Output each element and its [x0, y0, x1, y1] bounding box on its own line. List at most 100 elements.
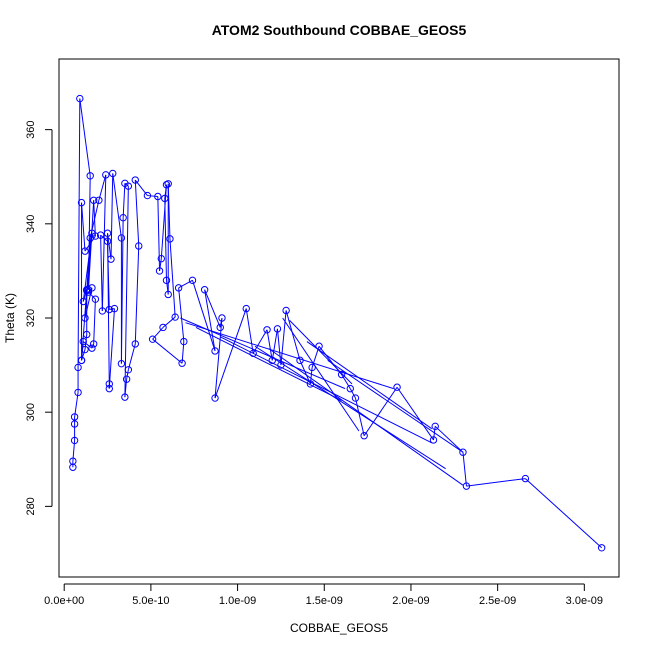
- series-line-segment: [100, 235, 103, 311]
- data-point: [178, 359, 186, 367]
- series-line-segment: [299, 360, 311, 385]
- data-point: [296, 356, 304, 365]
- data-point: [102, 171, 110, 179]
- data-point: [131, 176, 139, 184]
- x-tick-label: 5.0e-10: [132, 595, 169, 607]
- series-line-segment: [109, 308, 115, 311]
- data-point: [74, 388, 82, 397]
- data-point: [393, 383, 401, 391]
- data-point: [77, 356, 86, 365]
- data-point: [351, 394, 360, 402]
- data-point: [200, 286, 209, 294]
- series-line-segment: [93, 299, 96, 344]
- data-point: [110, 304, 119, 313]
- data-point: [89, 196, 98, 204]
- data-point: [360, 432, 368, 440]
- data-point: [337, 370, 346, 379]
- data-point: [122, 375, 131, 383]
- x-tick-label: 1.0e-09: [219, 595, 256, 607]
- data-point: [148, 335, 157, 343]
- data-point: [105, 380, 113, 388]
- series-line-segment: [122, 183, 126, 218]
- data-point: [159, 323, 167, 332]
- data-point: [162, 276, 171, 285]
- y-tick-label: 360: [25, 120, 37, 138]
- series-line-segment: [462, 452, 467, 487]
- series-line-segment: [268, 348, 464, 486]
- series-line-segment: [349, 388, 356, 399]
- series-line-segment: [204, 289, 216, 352]
- data-point: [119, 213, 127, 222]
- data-point: [249, 349, 257, 358]
- series-line-segment: [195, 326, 342, 401]
- data-point: [83, 330, 91, 339]
- series-line-segment: [74, 392, 79, 417]
- series-line-segment: [220, 336, 432, 444]
- data-point: [121, 393, 129, 401]
- data-point: [81, 247, 89, 255]
- data-point: [277, 361, 285, 369]
- data-point: [459, 448, 467, 456]
- data-point: [109, 169, 117, 178]
- data-point: [124, 182, 133, 190]
- data-point: [77, 198, 86, 207]
- points-layer: [69, 94, 606, 552]
- series-line-segment: [81, 349, 86, 361]
- x-tick-label: 0.0e+00: [44, 595, 84, 607]
- data-point: [74, 363, 82, 372]
- data-point: [88, 344, 96, 352]
- series-line-segment: [84, 233, 93, 319]
- data-point: [164, 180, 172, 188]
- y-tick-label: 300: [25, 403, 37, 421]
- data-point: [135, 242, 143, 250]
- data-point: [143, 191, 152, 200]
- series-line-segment: [77, 98, 81, 368]
- series-line-segment: [178, 279, 193, 289]
- series-line-segment: [245, 308, 254, 354]
- data-point: [98, 307, 107, 315]
- series-line-segment: [124, 182, 129, 187]
- data-point: [161, 194, 169, 203]
- series-line-segment: [178, 287, 185, 342]
- series-line-segment: [160, 184, 167, 259]
- x-tick-label: 3.0e-09: [566, 595, 603, 607]
- data-point: [95, 196, 103, 204]
- data-point: [174, 284, 183, 292]
- series-line-segment: [120, 217, 124, 364]
- series-line-segment: [282, 317, 360, 432]
- series-line-segment: [88, 291, 96, 300]
- series-line-segment: [266, 329, 273, 361]
- series-line-segment: [276, 328, 282, 366]
- data-point: [79, 297, 87, 306]
- data-point: [70, 436, 79, 445]
- series-line-segment: [126, 369, 129, 380]
- x-axis: 0.0e+00 5.0e-10 1.0e-09 1.5e-09 2.0e-09 2.5e-…: [44, 583, 603, 607]
- data-point: [218, 314, 226, 322]
- series-line-segment: [147, 195, 158, 198]
- series-line-segment: [100, 234, 108, 242]
- data-point: [164, 290, 172, 299]
- series-line-segment: [82, 233, 93, 302]
- y-tick-label: 340: [25, 215, 37, 233]
- series-line-segment: [79, 98, 91, 176]
- y-tick-label: 320: [25, 309, 37, 327]
- data-point: [117, 234, 126, 242]
- series-line-segment: [525, 478, 602, 549]
- data-point: [103, 237, 112, 245]
- series-line-segment: [162, 316, 176, 328]
- data-point: [273, 325, 282, 333]
- series-line-segment: [84, 334, 88, 350]
- data-point: [107, 255, 115, 263]
- series-line-segment: [81, 202, 86, 252]
- series-line-segment: [285, 310, 301, 361]
- data-point: [76, 94, 84, 103]
- series-line-segment: [110, 173, 114, 260]
- series-line-segment: [396, 386, 434, 441]
- series-line-segment: [152, 338, 183, 364]
- data-point: [282, 306, 290, 315]
- series-line-segment: [363, 386, 398, 437]
- x-axis-label: COBBAE_GEOS5: [290, 621, 388, 635]
- series-line-segment: [434, 425, 464, 453]
- series-line-segment: [134, 179, 140, 246]
